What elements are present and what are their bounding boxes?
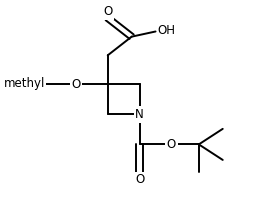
Text: methyl: methyl (4, 77, 45, 90)
Text: N: N (135, 108, 144, 121)
Text: O: O (71, 78, 80, 91)
Text: O: O (167, 138, 176, 151)
Text: O: O (103, 5, 112, 18)
Text: O: O (135, 173, 144, 186)
Text: OH: OH (158, 24, 176, 37)
